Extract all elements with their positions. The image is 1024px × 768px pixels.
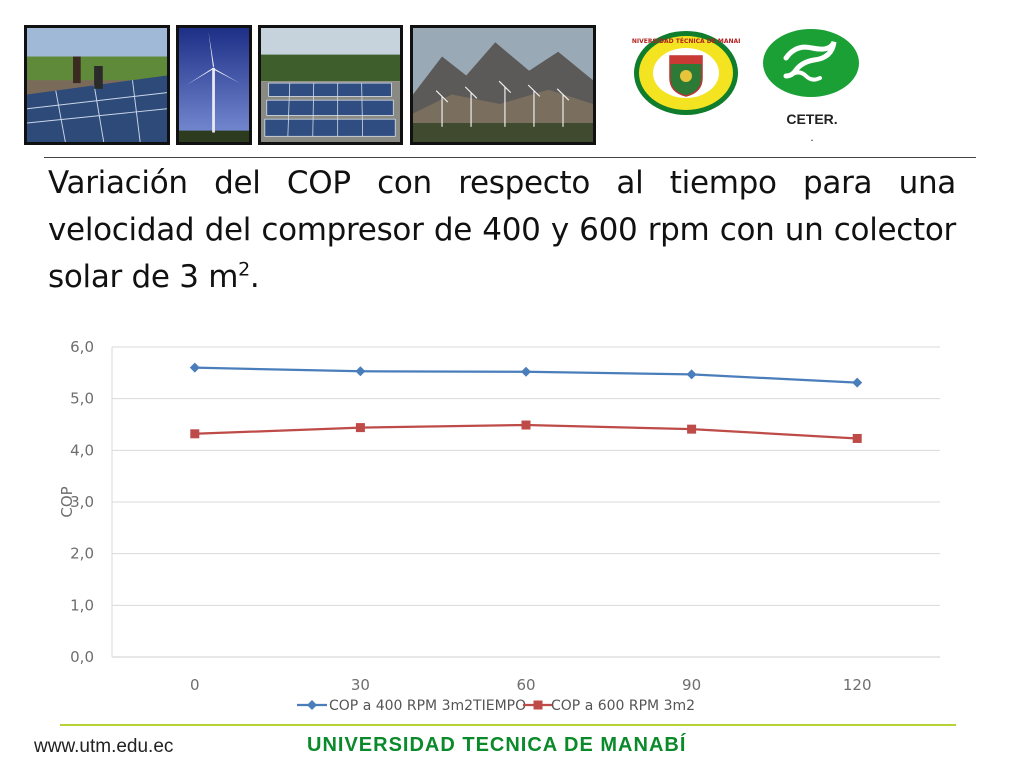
data-point [852,377,863,388]
data-point [521,420,531,430]
data-point [355,423,365,433]
y-tick-label: 0,0 [70,648,94,666]
chart-legend: COP a 400 RPM 3m2TIEMPO COP a 600 RPM 3m2 [297,698,695,714]
y-tick-label: 5,0 [70,390,94,408]
x-tick-label: 0 [190,676,200,694]
y-tick-label: 2,0 [70,545,94,563]
utm-seal-logo: UNIVERSIDAD TÉCNICA DE MANABÍ [627,30,746,116]
solar-panel-installation-photo [24,25,170,145]
ceter-dot: . [810,130,814,144]
wind-farm-mountains-photo [410,25,596,145]
y-tick-label: 4,0 [70,441,94,459]
legend-label: COP a 400 RPM 3m2TIEMPO [329,698,526,714]
x-axis-ticks: 0 30 60 90 120 [190,676,871,694]
footer-url[interactable]: www.utm.edu.ec [34,736,174,757]
data-point [190,429,200,439]
x-tick-label: 60 [516,676,535,694]
y-tick-label: 6,0 [70,338,94,356]
ceter-label: CETER. [786,111,838,127]
y-tick-label: 3,0 [70,493,94,511]
wind-turbine-photo [176,25,252,145]
header-divider [44,157,976,158]
y-axis-title: COP [58,486,76,517]
slide-title-end: . [249,259,260,295]
data-point [189,362,200,373]
footer-divider [60,724,956,726]
footer-university: UNIVERSIDAD TECNICA DE MANABÍ [307,734,687,756]
slide-title-main: Variación del COP con respecto al tiempo… [48,165,956,295]
x-tick-label: 120 [843,676,872,694]
cop-line-chart: 0,0 1,0 2,0 3,0 4,0 5,0 6,0 0 30 60 90 120 COP COP… [58,338,940,714]
slide-title: Variación del COP con respecto al tiempo… [48,160,956,301]
chart-gridlines [111,346,940,658]
y-axis-ticks: 0,0 1,0 2,0 3,0 4,0 5,0 6,0 [70,338,94,666]
data-point [687,424,697,434]
x-tick-label: 90 [682,676,701,694]
data-point [355,366,366,377]
legend-marker [307,700,317,710]
slide-title-superscript: 2 [238,258,250,281]
solar-panel-array-photo [258,25,403,145]
legend-label: COP a 600 RPM 3m2 [551,698,695,714]
x-tick-label: 30 [351,676,370,694]
data-point [852,433,862,443]
data-point [686,369,697,380]
y-tick-label: 1,0 [70,596,94,614]
ceter-logo [762,28,860,98]
chart-series [189,362,863,443]
legend-marker [533,700,543,710]
svg-text:UNIVERSIDAD TÉCNICA DE MANABÍ: UNIVERSIDAD TÉCNICA DE MANABÍ [632,37,740,45]
data-point [521,366,531,377]
